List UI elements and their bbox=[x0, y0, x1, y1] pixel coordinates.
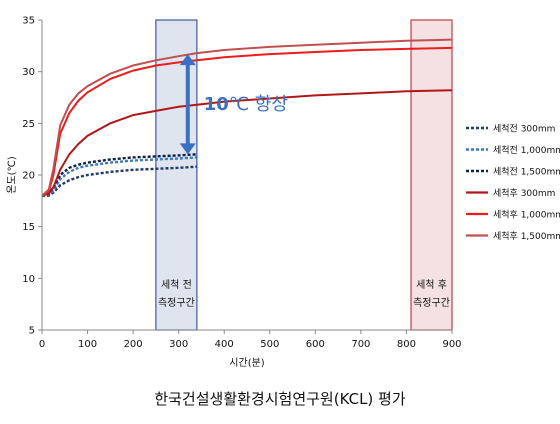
x-tick-label-8: 800 bbox=[397, 339, 416, 350]
legend-label-4: 세척후 1,000mm bbox=[493, 210, 560, 221]
footer-caption: 한국건설생활환경시험연구원(KCL) 평가 bbox=[154, 390, 406, 408]
x-tick-label-5: 500 bbox=[260, 339, 279, 350]
region-box-1 bbox=[410, 19, 453, 331]
series-lines bbox=[41, 38, 453, 197]
arrow-head-down bbox=[179, 143, 196, 155]
annotation-text: 10℃ 향상 bbox=[204, 94, 288, 115]
arrow-head-up bbox=[179, 54, 196, 66]
annotation-value: 10 bbox=[204, 94, 229, 115]
y-tick-label-5: 30 bbox=[22, 67, 35, 78]
y-tick-label-1: 10 bbox=[22, 274, 35, 285]
x-tick-label-4: 400 bbox=[215, 339, 234, 350]
y-tick-label-2: 15 bbox=[22, 222, 35, 233]
series-line-2 bbox=[41, 153, 197, 197]
legend-label-2: 세척전 1,500mm bbox=[493, 167, 560, 178]
axes: 5 10 15 20 25 30 35 0 100 200 300 400 500 600 700 800 90… bbox=[6, 16, 462, 370]
series-line-3 bbox=[41, 89, 453, 197]
x-tick-label-6: 600 bbox=[306, 339, 325, 350]
legend-label-3: 세척후 300mm bbox=[493, 188, 555, 199]
series-line-0 bbox=[42, 165, 197, 197]
y-axis-title: 온도(℃) bbox=[6, 156, 18, 194]
region-label-top-0: 세척 전 bbox=[161, 279, 192, 291]
series-line-1 bbox=[41, 156, 197, 197]
region-box-0 bbox=[155, 19, 198, 331]
legend-label-1: 세척전 1,000mm bbox=[493, 145, 560, 156]
x-tick-label-9: 900 bbox=[442, 339, 461, 350]
region-label-top-1: 세척 후 bbox=[416, 279, 447, 291]
x-tick-label-0: 0 bbox=[39, 339, 45, 350]
legend-label-5: 세척후 1,500mm bbox=[493, 231, 560, 242]
series-line-5 bbox=[41, 38, 453, 197]
x-tick-label-3: 300 bbox=[169, 339, 188, 350]
series-line-4 bbox=[41, 46, 453, 197]
improvement-annotation: 10℃ 향상 bbox=[179, 54, 288, 155]
x-tick-label-1: 100 bbox=[78, 339, 97, 350]
y-tick-label-0: 5 bbox=[29, 326, 35, 337]
x-tick-label-7: 700 bbox=[351, 339, 370, 350]
y-tick-label-4: 25 bbox=[22, 119, 35, 130]
legend-label-0: 세척전 300mm bbox=[493, 124, 555, 135]
x-tick-label-2: 200 bbox=[124, 339, 143, 350]
region-label-bottom-0: 측정구간 bbox=[158, 297, 195, 309]
annotation-suffix: ℃ 향상 bbox=[229, 94, 288, 115]
legend: 세척전 300mm 세척전 1,000mm 세척전 1,500mm 세척후 300mm… bbox=[466, 124, 560, 242]
y-tick-label-6: 35 bbox=[22, 16, 35, 27]
y-tick-label-3: 20 bbox=[22, 171, 35, 182]
region-label-bottom-1: 측정구간 bbox=[413, 297, 450, 309]
x-axis-title: 시간(분) bbox=[229, 357, 265, 369]
